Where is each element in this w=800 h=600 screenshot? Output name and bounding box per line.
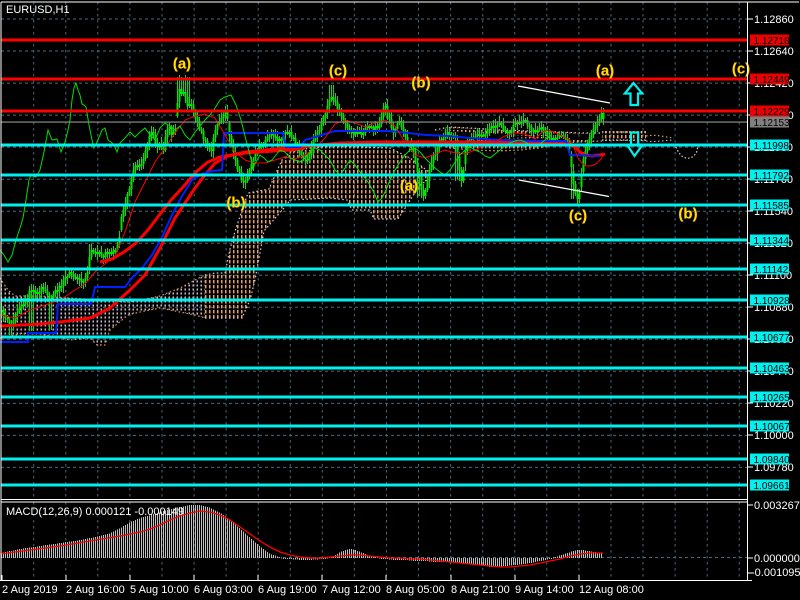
svg-text:1.09840: 1.09840 xyxy=(754,455,791,466)
svg-text:1.11585: 1.11585 xyxy=(754,201,790,212)
svg-text:0.003267: 0.003267 xyxy=(754,500,800,512)
svg-text:(a): (a) xyxy=(173,56,191,73)
svg-text:-0.001095: -0.001095 xyxy=(751,567,800,579)
svg-text:9 Aug 14:00: 9 Aug 14:00 xyxy=(515,584,574,596)
svg-text:1.12229: 1.12229 xyxy=(754,107,791,118)
svg-text:2 Aug 2019: 2 Aug 2019 xyxy=(2,584,58,596)
svg-text:(c): (c) xyxy=(569,208,587,225)
svg-text:7 Aug 12:00: 7 Aug 12:00 xyxy=(322,584,381,596)
svg-text:1.10000: 1.10000 xyxy=(754,430,794,442)
svg-text:1.12860: 1.12860 xyxy=(754,14,794,26)
svg-text:1.11998: 1.11998 xyxy=(754,141,790,152)
svg-text:1.09780: 1.09780 xyxy=(754,462,794,474)
svg-text:1.10677: 1.10677 xyxy=(754,333,791,344)
svg-text:6 Aug 19:00: 6 Aug 19:00 xyxy=(258,584,317,596)
svg-text:1.12718: 1.12718 xyxy=(754,36,791,47)
svg-text:EURUSD,H1: EURUSD,H1 xyxy=(6,4,70,16)
svg-text:8 Aug 05:00: 8 Aug 05:00 xyxy=(386,584,445,596)
svg-text:(b): (b) xyxy=(411,75,430,92)
svg-text:(b): (b) xyxy=(678,206,697,223)
svg-text:(c): (c) xyxy=(329,63,347,80)
svg-text:(a): (a) xyxy=(400,178,418,195)
svg-text:0.000000: 0.000000 xyxy=(754,553,800,565)
svg-text:1.11344: 1.11344 xyxy=(754,236,790,247)
svg-text:1.12640: 1.12640 xyxy=(754,46,794,58)
svg-text:5 Aug 10:00: 5 Aug 10:00 xyxy=(130,584,189,596)
svg-text:8 Aug 21:00: 8 Aug 21:00 xyxy=(451,584,510,596)
svg-text:1.11142: 1.11142 xyxy=(754,265,789,276)
svg-text:2 Aug 16:00: 2 Aug 16:00 xyxy=(66,584,125,596)
svg-text:6 Aug 03:00: 6 Aug 03:00 xyxy=(194,584,253,596)
svg-text:(c): (c) xyxy=(732,61,750,78)
svg-text:1.09661: 1.09661 xyxy=(754,481,791,492)
svg-text:(b): (b) xyxy=(226,195,245,212)
svg-text:12 Aug 08:00: 12 Aug 08:00 xyxy=(579,584,644,596)
svg-text:(a): (a) xyxy=(596,63,614,80)
svg-text:1.10463: 1.10463 xyxy=(754,364,791,375)
svg-text:1.10067: 1.10067 xyxy=(754,422,791,433)
svg-text:1.11792: 1.11792 xyxy=(754,171,790,182)
svg-text:1.10265: 1.10265 xyxy=(754,393,791,404)
svg-text:1.10928: 1.10928 xyxy=(754,296,791,307)
svg-text:MACD(12,26,9) 0.000121 -0.0001: MACD(12,26,9) 0.000121 -0.000149 xyxy=(6,506,184,518)
svg-text:1.12449: 1.12449 xyxy=(754,75,791,86)
svg-text:1.12153: 1.12153 xyxy=(754,118,791,129)
